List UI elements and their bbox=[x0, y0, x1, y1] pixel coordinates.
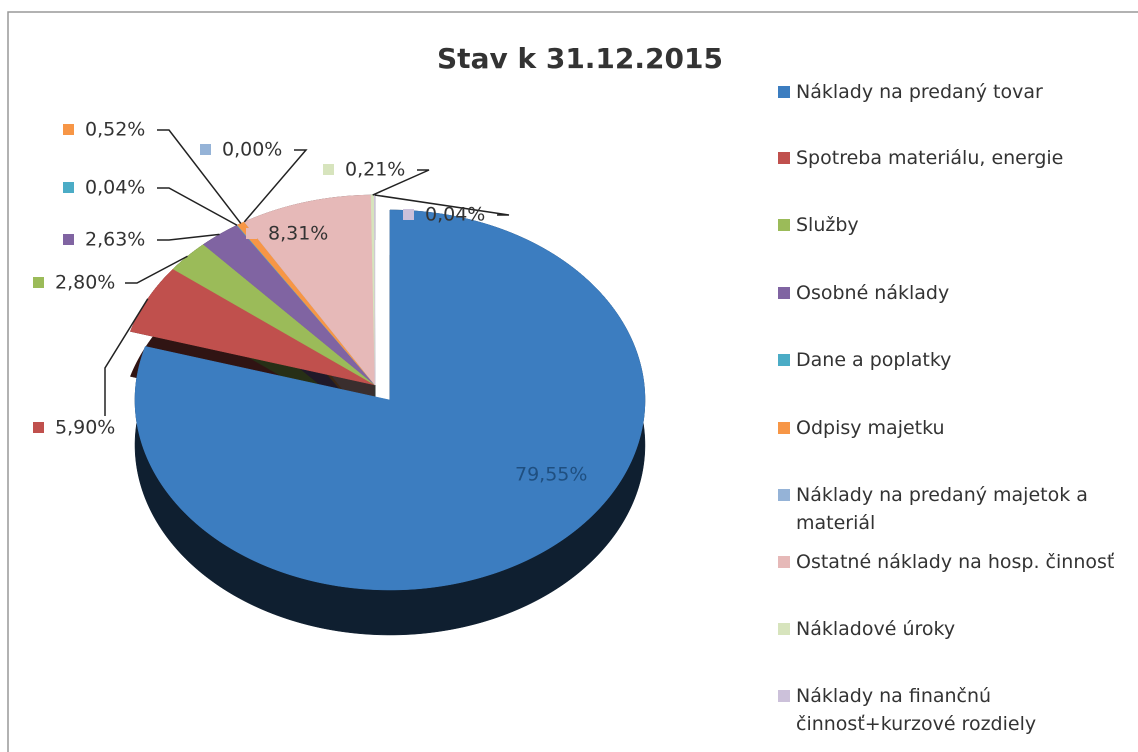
legend-item: Odpisy majetku bbox=[778, 414, 1126, 442]
data-label: 5,90% bbox=[55, 417, 115, 439]
label-swatch bbox=[33, 277, 44, 288]
leader-line bbox=[157, 187, 238, 226]
label-swatch bbox=[63, 182, 74, 193]
legend-item: Náklady na finančnú činnosť+kurzové rozd… bbox=[778, 682, 1126, 738]
legend-label: Ostatné náklady na hosp. činnosť bbox=[796, 551, 1115, 573]
label-swatch bbox=[63, 234, 74, 245]
pie-slice bbox=[130, 268, 376, 386]
pie-slice bbox=[243, 194, 376, 386]
data-label: 0,04% bbox=[85, 177, 145, 199]
legend-item: Osobné náklady bbox=[778, 279, 1126, 307]
legend-swatch bbox=[778, 690, 790, 702]
chart-title: Stav k 31.12.2015 bbox=[437, 42, 723, 75]
legend-swatch bbox=[778, 556, 790, 568]
legend-item: Služby bbox=[778, 211, 1126, 239]
label-swatch bbox=[323, 164, 334, 175]
leader-line bbox=[125, 255, 188, 284]
legend-label: Náklady na finančnú činnosť+kurzové rozd… bbox=[796, 685, 1037, 735]
legend-label: Dane a poplatky bbox=[796, 349, 952, 371]
legend-swatch bbox=[778, 152, 790, 164]
pie-slice bbox=[202, 225, 376, 386]
label-swatch bbox=[63, 124, 74, 135]
data-label: 79,55% bbox=[515, 464, 587, 486]
legend-swatch bbox=[778, 86, 790, 98]
frame bbox=[7, 11, 1138, 752]
data-label: 0,00% bbox=[222, 139, 282, 161]
legend-label: Služby bbox=[796, 214, 859, 236]
leader-line bbox=[157, 233, 220, 241]
legend-item: Dane a poplatky bbox=[778, 346, 1126, 374]
legend-label: Náklady na predaný majetok a materiál bbox=[796, 484, 1088, 534]
legend-item: Nákladové úroky bbox=[778, 615, 1126, 643]
legend-item: Náklady na predaný majetok a materiál bbox=[778, 481, 1126, 537]
leader-line bbox=[374, 194, 510, 216]
data-label: 2,63% bbox=[85, 229, 145, 251]
legend-item: Spotreba materiálu, energie bbox=[778, 144, 1126, 172]
legend-label: Odpisy majetku bbox=[796, 417, 945, 439]
data-label: 0,21% bbox=[345, 159, 405, 181]
data-label: 2,80% bbox=[55, 272, 115, 294]
legend-label: Spotreba materiálu, energie bbox=[796, 147, 1064, 169]
leader-line bbox=[157, 129, 242, 224]
legend-swatch bbox=[778, 354, 790, 366]
legend-swatch bbox=[778, 623, 790, 635]
pie-slice bbox=[172, 244, 376, 386]
label-swatch bbox=[246, 228, 257, 239]
legend-label: Nákladové úroky bbox=[796, 618, 956, 640]
label-swatch bbox=[33, 422, 44, 433]
legend-item: Náklady na predaný tovar bbox=[778, 78, 1126, 106]
legend-swatch bbox=[778, 489, 790, 501]
legend-label: Osobné náklady bbox=[796, 282, 950, 304]
pie-tops bbox=[130, 194, 646, 591]
label-swatch bbox=[403, 209, 414, 220]
data-label: 0,04% bbox=[425, 204, 485, 226]
legend-swatch bbox=[778, 422, 790, 434]
data-label: 0,52% bbox=[85, 119, 145, 141]
legend-item: Ostatné náklady na hosp. činnosť bbox=[778, 548, 1126, 576]
leader-line bbox=[104, 298, 149, 416]
label-swatch bbox=[200, 144, 211, 155]
data-label: 8,31% bbox=[268, 223, 328, 245]
leader-line bbox=[372, 169, 430, 196]
legend-swatch bbox=[778, 287, 790, 299]
pie-slice bbox=[134, 209, 646, 591]
legend-label: Náklady na predaný tovar bbox=[796, 81, 1043, 103]
leader-line bbox=[243, 149, 308, 223]
legend-swatch bbox=[778, 219, 790, 231]
